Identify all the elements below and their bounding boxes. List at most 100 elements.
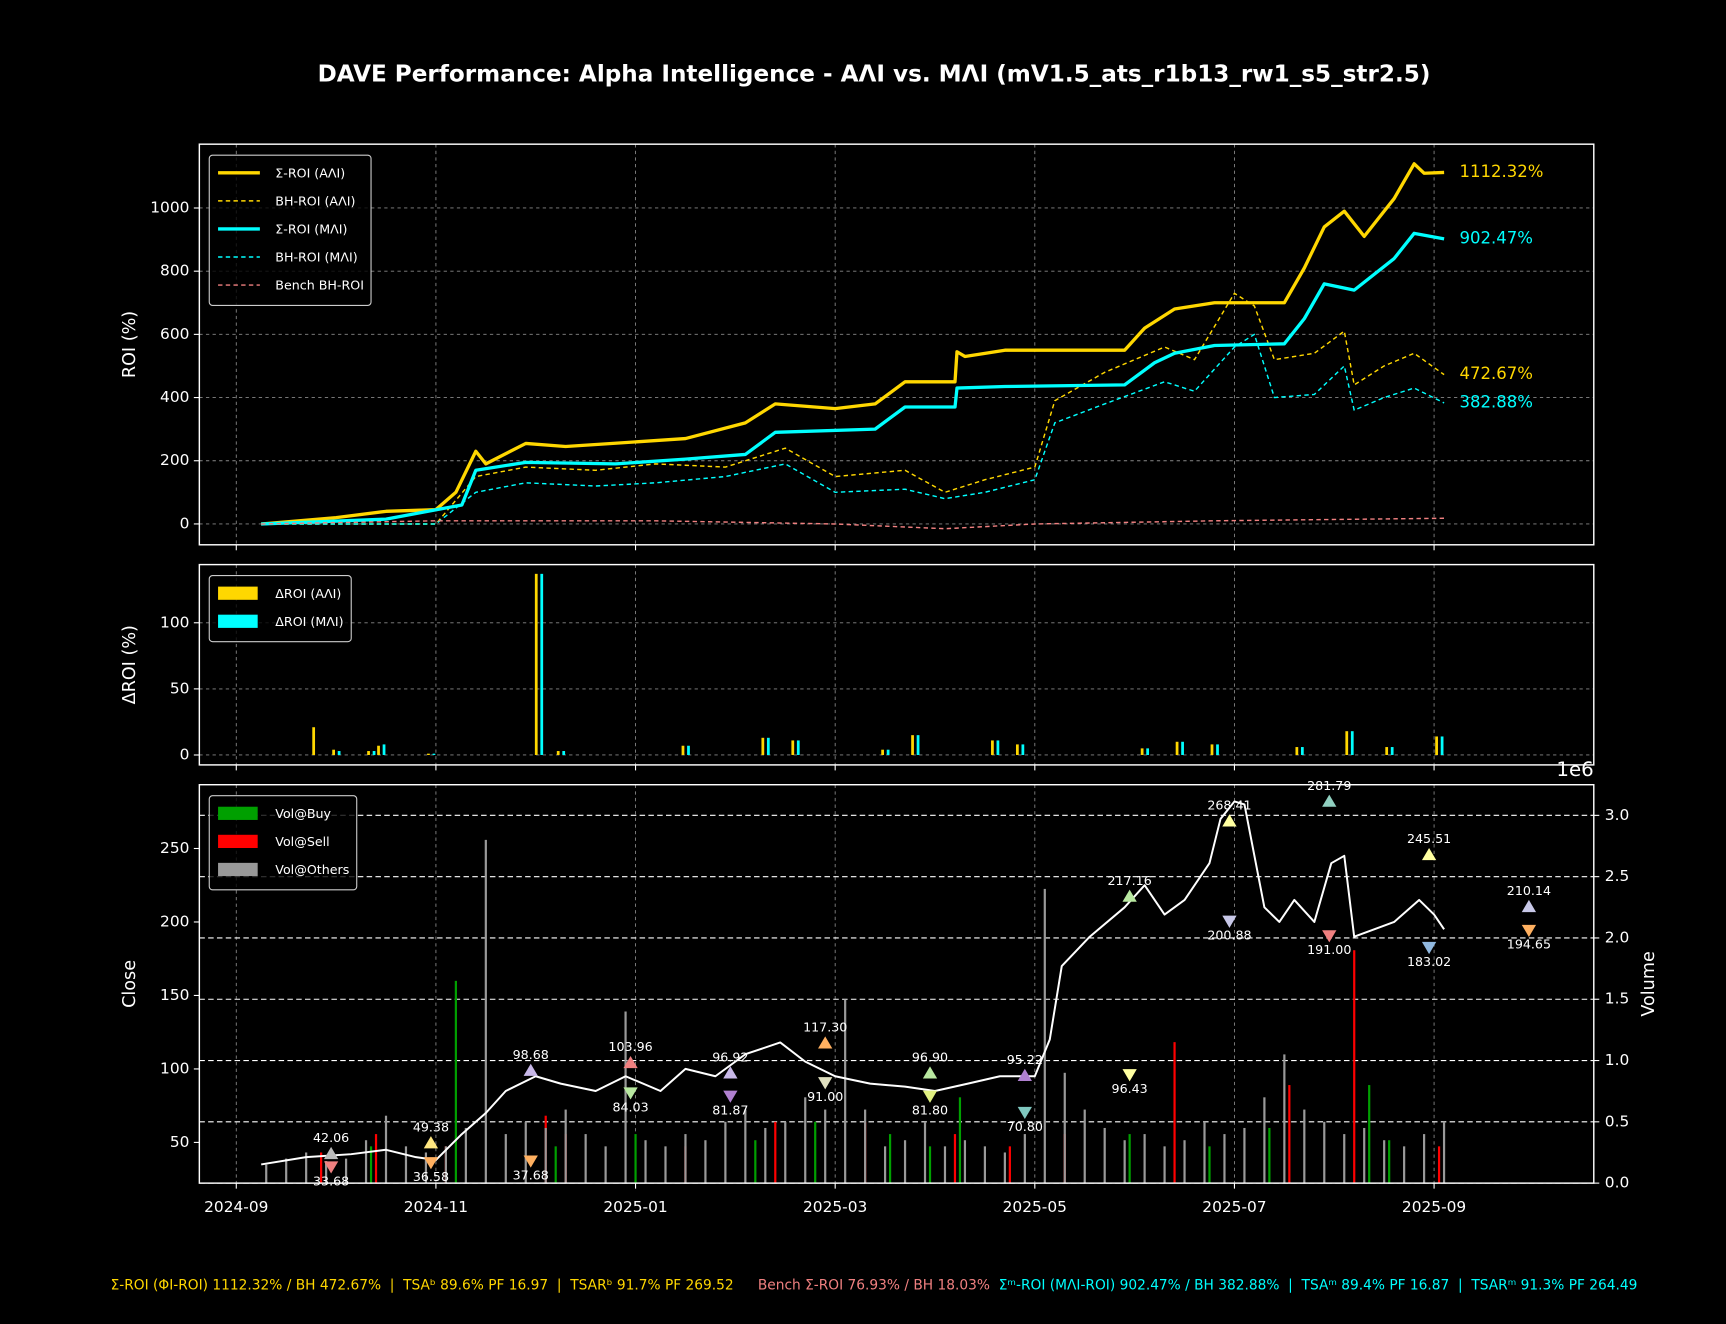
- volume-bar: [444, 1146, 447, 1184]
- volume-bar: [704, 1140, 707, 1184]
- volume-bar: [664, 1146, 667, 1184]
- volume-bar: [364, 1140, 368, 1184]
- volume-bar: [923, 1121, 927, 1184]
- volume-bar: [1403, 1146, 1406, 1184]
- bar: [312, 727, 316, 755]
- signal-label: 49.38: [413, 1119, 449, 1134]
- volume-bar: [584, 1134, 587, 1184]
- bar: [1300, 747, 1304, 755]
- signal-label: 200.88: [1207, 928, 1251, 943]
- volume-bar: [814, 1121, 817, 1184]
- y-tick-label: 400: [160, 388, 189, 406]
- volume-bar: [824, 1109, 827, 1184]
- y2-axis-label: Volume: [1639, 951, 1659, 1016]
- legend-label: ΔROI (AΛI): [275, 586, 341, 601]
- volume-bar: [604, 1146, 607, 1184]
- bar: [337, 751, 341, 755]
- volume-bar: [1388, 1140, 1391, 1184]
- bar: [432, 753, 436, 755]
- volume-bar: [1223, 1134, 1226, 1184]
- volume-bar: [1123, 1140, 1126, 1184]
- signal-marker: [1421, 941, 1437, 955]
- y2-offset-label: 1e6: [1556, 758, 1593, 781]
- bar: [766, 737, 770, 755]
- signal-marker: [423, 1157, 439, 1170]
- volume-bar: [1208, 1146, 1211, 1184]
- volume-bar: [963, 1140, 967, 1184]
- volume-bar: [764, 1127, 767, 1184]
- signal-marker: [523, 1155, 538, 1168]
- bar: [534, 573, 538, 755]
- signal-marker: [1122, 1069, 1137, 1082]
- volume-bar: [784, 1121, 787, 1184]
- signal-label: 81.80: [912, 1103, 948, 1118]
- legend-swatch: [218, 834, 258, 848]
- y-tick-label: 1000: [150, 198, 189, 216]
- signal-label: 36.58: [413, 1169, 449, 1184]
- volume-bar: [754, 1140, 757, 1184]
- bar: [367, 751, 370, 755]
- signal-marker: [1017, 1068, 1032, 1081]
- volume-bar: [305, 1152, 308, 1184]
- volume-bar: [344, 1158, 348, 1184]
- y-tick-label: 50: [170, 679, 190, 697]
- y2-tick-label: 2.0: [1605, 928, 1629, 946]
- x-tick-label: 2024-11: [404, 1198, 468, 1216]
- volume-bar: [1128, 1134, 1131, 1184]
- volume-bar: [644, 1140, 647, 1184]
- volume-bar: [1437, 1146, 1441, 1184]
- signal-marker: [323, 1161, 339, 1174]
- volume-bar: [774, 1121, 777, 1184]
- volume-bar: [1383, 1140, 1386, 1184]
- volume-bar: [1343, 1134, 1346, 1184]
- bar: [372, 751, 376, 755]
- legend-label: BH-ROI (MΛI): [275, 250, 357, 265]
- signal-marker: [423, 1136, 439, 1149]
- axes-frame: [198, 143, 1595, 546]
- signal-label: 33.68: [313, 1173, 349, 1188]
- bar: [382, 744, 386, 755]
- volume-bar: [1203, 1121, 1206, 1184]
- signal-label: 98.68: [513, 1047, 549, 1062]
- signal-marker: [818, 1077, 833, 1090]
- signal-marker: [323, 1146, 339, 1160]
- volume-bar: [1363, 1127, 1366, 1184]
- bar: [1015, 744, 1019, 755]
- volume-bar: [1442, 1121, 1446, 1184]
- volume-bar: [953, 1134, 957, 1184]
- volume-bar: [325, 1161, 328, 1184]
- bar: [1440, 736, 1444, 755]
- volume-bar: [1288, 1085, 1291, 1184]
- volume-bar: [1183, 1140, 1186, 1184]
- signal-marker: [523, 1063, 538, 1076]
- signal-marker: [1521, 924, 1537, 937]
- legend-label: Bench BH-ROI: [275, 278, 364, 293]
- signal-label: 42.06: [313, 1130, 349, 1145]
- volume-bar: [1063, 1072, 1066, 1184]
- y2-tick-label: 1.5: [1605, 990, 1629, 1008]
- signal-label: 37.68: [513, 1167, 549, 1182]
- y-axis-label: ROI (%): [120, 311, 140, 378]
- line: [261, 517, 1445, 530]
- volume-bar: [1173, 1042, 1176, 1184]
- signal-marker: [922, 1066, 938, 1079]
- volume-bar: [320, 1152, 323, 1184]
- legend-box: [208, 154, 372, 306]
- y-tick-label: 100: [160, 1059, 189, 1077]
- signal-marker: [1322, 794, 1337, 807]
- bar: [377, 745, 380, 755]
- volume-bar: [454, 980, 457, 1184]
- signal-label: 194.65: [1507, 937, 1551, 952]
- volume-bar: [1303, 1109, 1306, 1184]
- bar: [1181, 741, 1184, 755]
- volume-bar: [369, 1146, 373, 1184]
- end-label: 902.47%: [1460, 228, 1533, 247]
- volume-bar: [903, 1140, 907, 1184]
- signal-label: 103.96: [608, 1039, 652, 1054]
- signal-marker: [1222, 814, 1237, 827]
- bar: [886, 749, 890, 755]
- y-tick-label: 200: [160, 451, 189, 469]
- volume-bar: [983, 1146, 987, 1184]
